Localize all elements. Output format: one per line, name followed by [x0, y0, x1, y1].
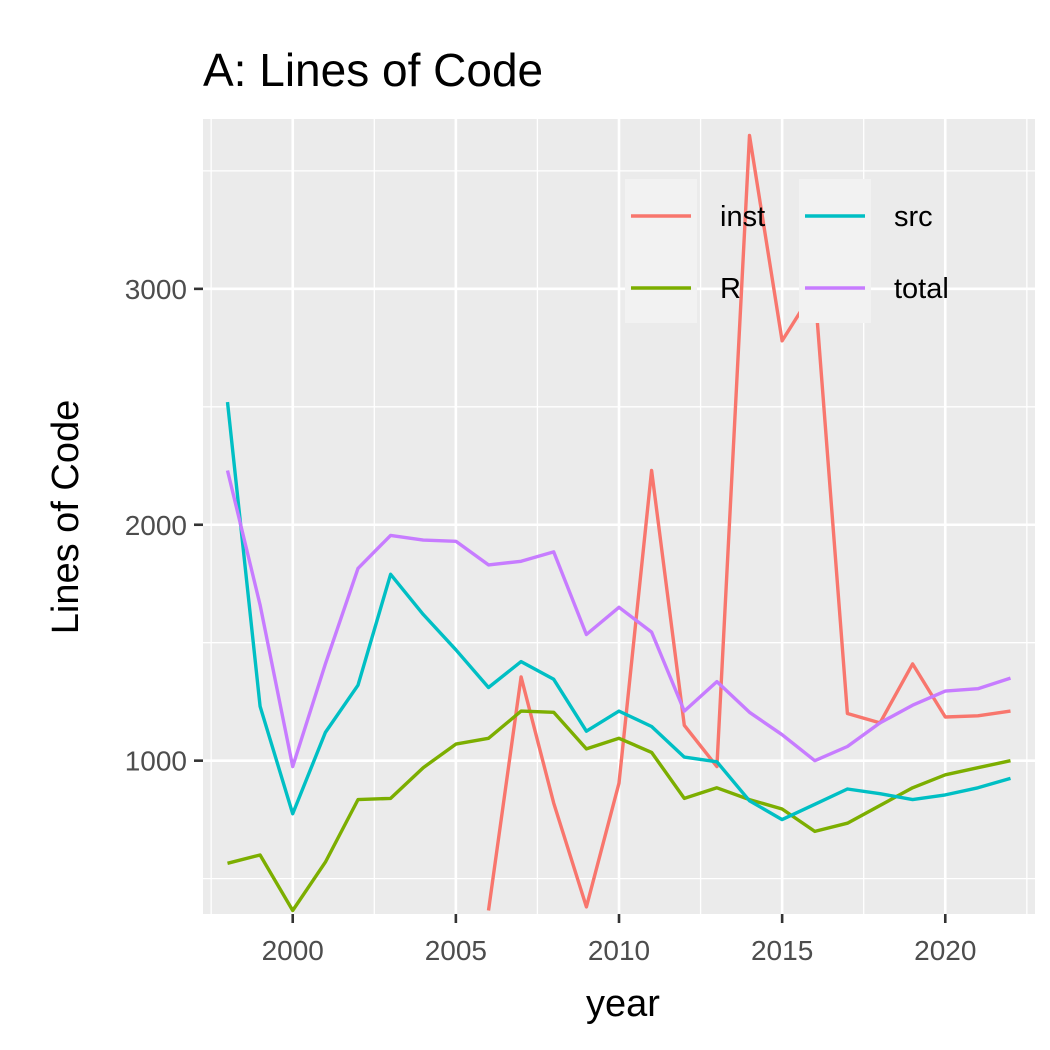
series-line-total	[225, 470, 1012, 769]
x-tick-label: 2020	[914, 935, 976, 966]
y-tick-label: 3000	[125, 274, 187, 305]
y-tick-label: 1000	[125, 746, 187, 777]
x-tick-label: 2010	[588, 935, 650, 966]
series-line-src	[225, 401, 1011, 822]
legend-key-background	[625, 179, 697, 323]
series-lines	[225, 133, 1012, 913]
series-line-inst	[486, 133, 1011, 911]
x-axis-title: year	[586, 983, 660, 1025]
legend-label-total: total	[894, 273, 949, 305]
y-axis-title: Lines of Code	[45, 400, 87, 635]
x-axis: 2000 2005 2010 2015 2020	[262, 914, 976, 966]
x-tick-label: 2005	[425, 935, 487, 966]
x-tick-label: 2000	[262, 935, 324, 966]
legend-label-R: R	[720, 273, 741, 305]
y-tick-label: 2000	[125, 510, 187, 541]
chart-title: A: Lines of Code	[203, 44, 543, 96]
y-axis: 1000 2000 3000	[125, 274, 203, 777]
series-line-R	[227, 709, 1011, 913]
legend-label-src: src	[894, 201, 933, 233]
legend-key-background	[799, 179, 871, 323]
x-tick-label: 2015	[751, 935, 813, 966]
legend-label-inst: inst	[720, 201, 765, 233]
grid-major	[203, 119, 1035, 914]
